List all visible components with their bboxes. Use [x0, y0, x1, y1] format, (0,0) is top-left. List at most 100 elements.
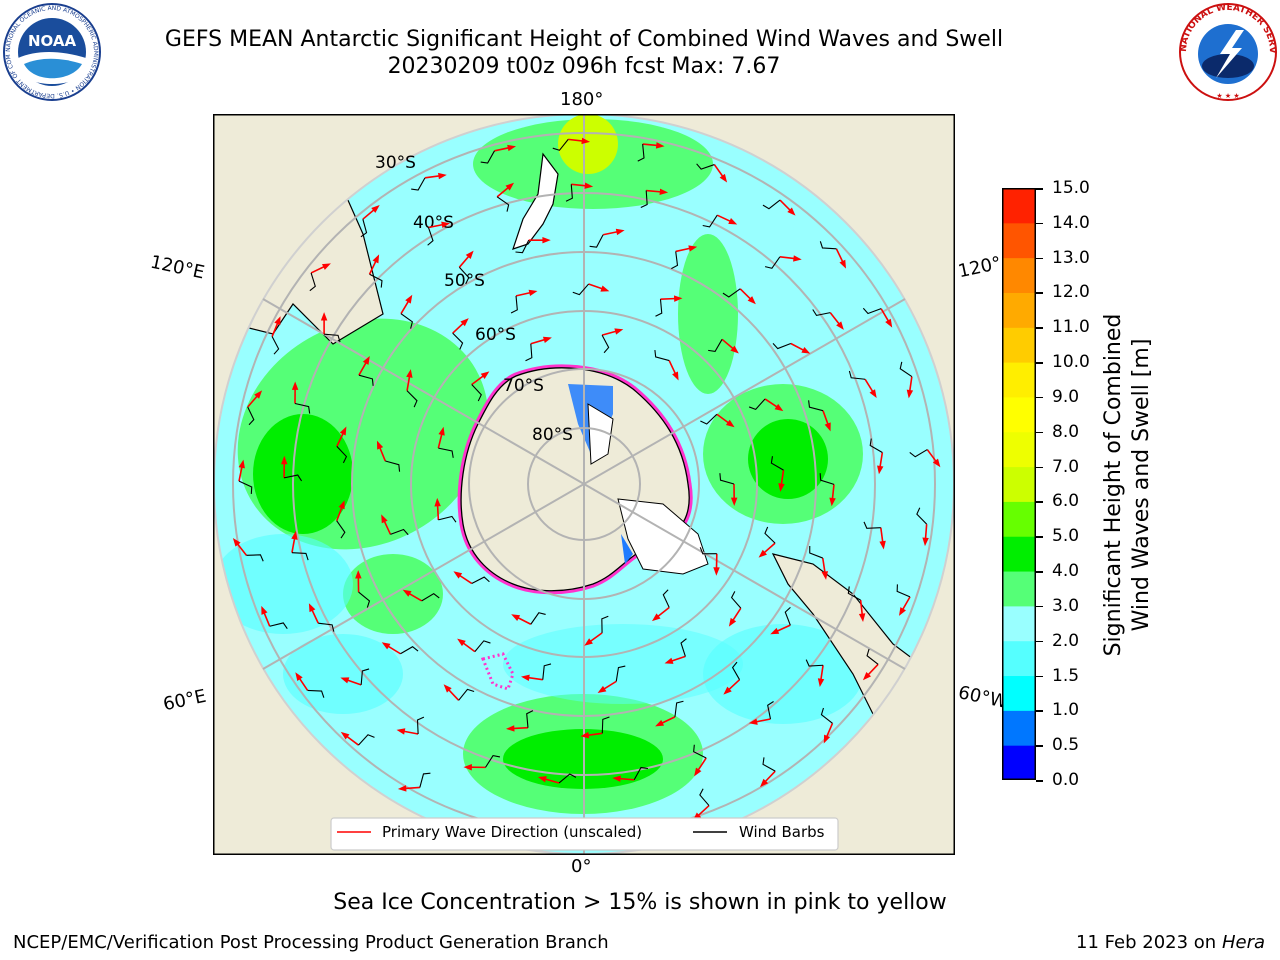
wind-barb [896, 584, 911, 598]
wind-barb [471, 576, 490, 584]
wave-arrow [727, 679, 741, 692]
wave-arrow [908, 376, 913, 393]
colorbar-tick [1036, 222, 1043, 225]
wave-arrow [821, 557, 826, 575]
colorbar-tick-label: 11.0 [1052, 317, 1090, 338]
wind-barb [662, 589, 670, 608]
wave-arrow [859, 600, 864, 617]
wind-barb [848, 370, 866, 380]
wave-arrow-head [713, 567, 720, 576]
wind-barb [558, 773, 577, 784]
wind-barb [708, 339, 723, 353]
wave-arrow [407, 592, 423, 602]
wave-arrow-head [869, 389, 877, 399]
wave-arrow [660, 297, 677, 301]
wind-barb [452, 332, 464, 350]
wave-arrow-head [372, 254, 380, 264]
wave-arrow [402, 730, 419, 735]
wave-arrow-head [355, 570, 362, 579]
wave-arrow [602, 230, 619, 236]
wave-arrow-head [760, 778, 769, 788]
colorbar-segment [1002, 675, 1036, 711]
wave-arrow-head [824, 422, 831, 432]
wave-arrow [291, 536, 296, 553]
colorbar-tick-label: 13.0 [1052, 247, 1090, 268]
wave-arrow-head [453, 571, 463, 579]
wave-arrow-head [542, 336, 552, 343]
wave-arrow [696, 757, 707, 772]
wind-barb [572, 283, 589, 296]
colorbar [1002, 188, 1036, 780]
wave-arrow-head [885, 318, 893, 328]
wave-arrow [696, 804, 710, 818]
wind-barb [458, 266, 470, 285]
wave-arrow [428, 223, 445, 229]
wind-barb [655, 299, 663, 317]
map-legend: Primary Wave Direction (unscaled) Wind B… [330, 817, 839, 851]
wind-barb [812, 309, 831, 317]
wave-arrow-head [281, 455, 288, 465]
wave-arrow-head [719, 173, 728, 183]
wind-barb [722, 288, 741, 298]
wave-arrow [494, 146, 511, 152]
wave-arrow-head [376, 440, 384, 450]
wind-barb [458, 688, 475, 701]
wave-arrow [457, 573, 473, 585]
wave-arrow [247, 394, 259, 408]
wave-arrow [713, 164, 725, 179]
wave-arrow-head [899, 607, 906, 616]
wave-arrow-head [770, 627, 780, 635]
colorbar-tick-label: 12.0 [1052, 282, 1090, 303]
wind-barb [719, 473, 735, 485]
wind-barb [589, 234, 604, 248]
wind-barb [633, 766, 649, 781]
lat-label: 40°S [413, 213, 454, 233]
wave-arrow [235, 542, 248, 556]
wind-barb [360, 668, 370, 685]
wind-barb [542, 663, 552, 680]
wave-arrow-head [862, 671, 872, 681]
colorbar-tick [1036, 466, 1043, 469]
colorbar-tick [1036, 188, 1043, 190]
noaa-logo: NATIONAL OCEANIC AND ATMOSPHERIC ADMINIS… [2, 2, 101, 101]
wind-barb [307, 689, 325, 698]
wind-barb [421, 593, 440, 602]
wave-arrow [675, 247, 692, 253]
colorbar-tick-label: 1.5 [1052, 665, 1080, 686]
colorbar-segment [1002, 710, 1036, 746]
wind-barb [640, 190, 648, 208]
wave-arrow-head [836, 321, 844, 330]
wave-arrow [790, 342, 806, 352]
wave-arrow [378, 445, 387, 462]
colorbar-segment [1002, 362, 1036, 398]
lat-label: 30°S [375, 153, 416, 173]
colorbar-segment [1002, 466, 1036, 502]
wind-barb [847, 586, 861, 601]
wave-arrow-head [655, 142, 665, 149]
wave-arrow [515, 291, 532, 297]
wave-arrow [358, 360, 368, 376]
wave-arrow-head [291, 531, 298, 540]
colorbar-tick [1036, 571, 1043, 573]
wind-barb [390, 528, 409, 536]
wave-arrow [588, 283, 604, 291]
wave-arrow-head [402, 589, 412, 597]
wave-arrow-head [612, 775, 621, 782]
wave-arrow [447, 688, 460, 701]
wind-barb [731, 661, 741, 680]
wave-arrow [571, 183, 588, 187]
colorbar-tick [1036, 675, 1043, 678]
wind-barb [784, 606, 791, 626]
wave-arrow-head [362, 356, 370, 365]
wave-arrow [880, 527, 884, 544]
wave-arrow-head [688, 245, 698, 252]
wave-arrow [310, 265, 326, 274]
colorbar-tick-label: 14.0 [1052, 212, 1090, 233]
wave-arrow-head [434, 497, 441, 507]
colorbar-segment [1002, 571, 1036, 607]
wave-arrow [656, 606, 670, 619]
wind-barb [764, 526, 776, 544]
colorbar-tick-label: 2.0 [1052, 630, 1080, 651]
wave-arrow [642, 143, 659, 147]
wave-arrow [403, 786, 420, 790]
